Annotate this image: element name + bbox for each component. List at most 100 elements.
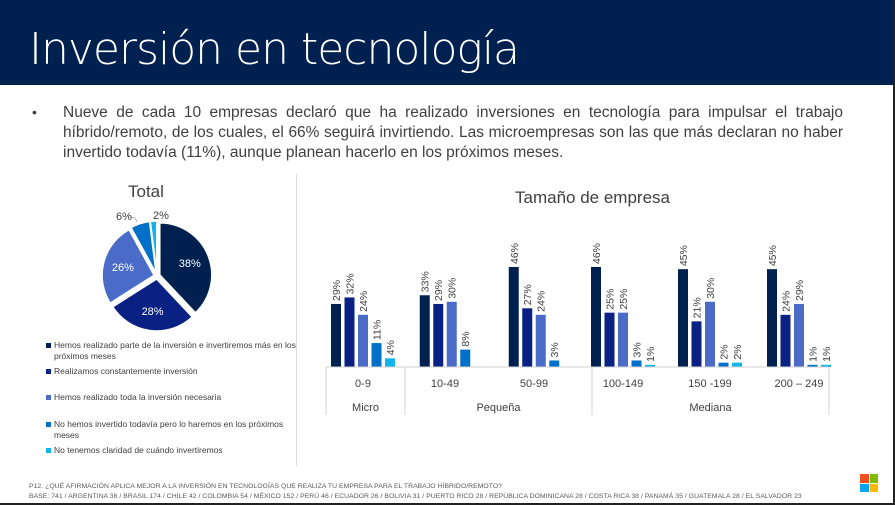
bar [344, 297, 355, 367]
bar-data-label: 25% [605, 289, 617, 310]
bar [460, 349, 471, 367]
logo-square [860, 483, 869, 492]
section-divider [296, 174, 297, 466]
x-tick-label: 10-49 [431, 378, 459, 390]
pie-slice [111, 278, 194, 332]
bar [549, 360, 560, 367]
bar [645, 364, 655, 367]
bar-data-label: 25% [618, 289, 630, 310]
legend-item: Hemos realizado toda la inversión necesa… [46, 392, 296, 403]
x-group-label: Pequeña [476, 402, 521, 414]
pie-slice [130, 220, 157, 274]
legend-swatch [46, 343, 51, 348]
x-group-label: Mediana [689, 402, 732, 414]
header-banner: Inversión en tecnología [0, 0, 893, 85]
bar-data-label: 45% [767, 245, 779, 266]
bar-data-label: 29% [794, 280, 806, 301]
microsoft-logo-icon [860, 474, 878, 492]
bar-data-label: 1% [808, 347, 820, 362]
legend-label: Hemos realizado toda la inversión necesa… [54, 392, 222, 402]
bar [678, 269, 688, 367]
bar [618, 312, 628, 367]
bar-data-label: 30% [447, 278, 459, 299]
bar-data-label: 46% [509, 243, 521, 264]
bar-data-label: 30% [705, 278, 717, 299]
logo-square [869, 474, 878, 483]
bar-data-label: 29% [331, 280, 343, 301]
bar [705, 301, 715, 367]
x-tick-label: 50-99 [520, 378, 548, 390]
bar [691, 321, 702, 367]
legend-swatch [46, 369, 51, 374]
legend-swatch [46, 395, 51, 400]
bar [604, 312, 615, 367]
x-tick-label: 0-9 [355, 378, 371, 390]
bar-data-label: 24% [781, 291, 793, 312]
legend-label: No hemos invertido todavía pero lo harem… [54, 419, 284, 440]
bar-data-label: 46% [591, 243, 603, 264]
pie-slice [101, 228, 156, 305]
pie-data-label: 26% [112, 262, 134, 274]
bar-data-label: 24% [536, 291, 548, 312]
pie-data-label: 6% [116, 211, 132, 223]
bar-data-label: 2% [719, 344, 731, 359]
pie-slice [159, 222, 213, 314]
leader-line [129, 216, 138, 223]
legend-label: Realizamos constantemente inversión [54, 366, 198, 376]
footer-base: BASE: 741 / ARGENTINA 36 / BRASIL 174 / … [29, 493, 802, 500]
pie-chart-title: Total [128, 182, 164, 201]
bar-data-label: 45% [678, 245, 690, 266]
legend-swatch [46, 422, 51, 427]
bar-data-label: 29% [433, 280, 445, 301]
legend-item: No hemos invertido todavía pero lo harem… [46, 419, 296, 441]
bar-data-label: 2% [732, 344, 744, 359]
bar-data-label: 33% [420, 271, 432, 292]
bar [591, 267, 601, 367]
pie-data-label: 28% [142, 306, 164, 318]
bar [767, 269, 777, 367]
bar-data-label: 8% [460, 331, 472, 346]
bar [807, 364, 818, 367]
bar [631, 360, 642, 367]
bar-data-label: 32% [345, 273, 357, 294]
bar-data-label: 24% [358, 291, 370, 312]
legend-item: Realizamos constantemente inversión [46, 366, 296, 377]
bullet-marker: • [32, 104, 37, 120]
footer-question: P12. ¿QUÉ AFIRMACIÓN APLICA MEJOR A LA I… [29, 483, 502, 490]
bar-data-label: 27% [522, 284, 534, 305]
bar-data-label: 3% [549, 342, 561, 357]
bar [821, 364, 831, 367]
bar [419, 295, 430, 367]
legend-item: No tenemos claridad de cuándo invertirem… [46, 445, 296, 456]
pie-data-label: 2% [153, 210, 169, 222]
bar [508, 267, 519, 367]
x-tick-label: 200 – 249 [775, 378, 824, 390]
page-title: Inversión en tecnología [29, 24, 520, 75]
bar [446, 301, 457, 367]
x-tick-label: 100-149 [603, 378, 643, 390]
bar-data-label: 1% [821, 347, 833, 362]
x-group-label: Micro [352, 402, 379, 414]
bar-data-label: 4% [385, 340, 397, 355]
bar-data-label: 21% [692, 297, 704, 318]
bar [385, 358, 395, 367]
bar-data-label: 11% [372, 320, 384, 340]
bar [780, 314, 791, 367]
logo-square [869, 483, 878, 492]
bar [358, 314, 368, 367]
bar-chart-title: Tamaño de empresa [515, 188, 670, 207]
x-tick-label: 150 -199 [688, 378, 731, 390]
logo-square [860, 474, 869, 483]
bar [535, 314, 546, 367]
bar-data-label: 3% [632, 342, 644, 357]
bar [794, 303, 804, 367]
bar [371, 343, 382, 367]
summary-text: Nueve de cada 10 empresas declaró que ha… [63, 104, 843, 161]
bar-data-label: 1% [645, 347, 657, 362]
legend-label: No tenemos claridad de cuándo invertirem… [54, 445, 223, 455]
bar [433, 303, 444, 367]
legend-swatch [46, 448, 51, 453]
